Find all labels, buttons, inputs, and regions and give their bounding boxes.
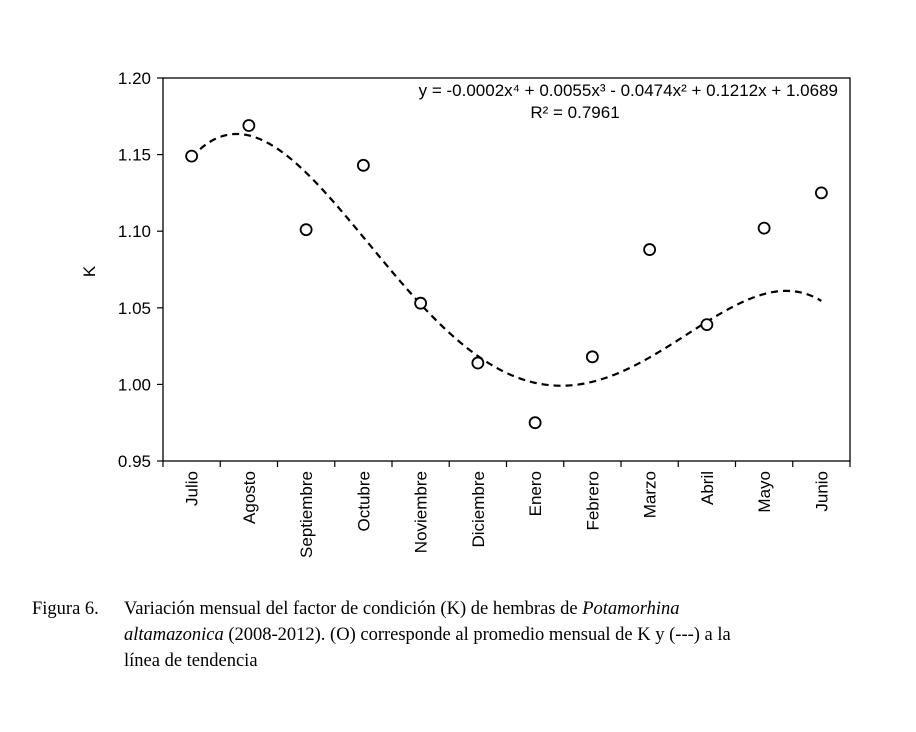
- data-point: [414, 296, 428, 310]
- caption-text-2: (2008-2012). (O) corresponde al promedio…: [223, 625, 731, 645]
- x-tick-label: Agosto: [240, 471, 259, 524]
- data-point: [471, 356, 485, 370]
- data-point: [585, 350, 599, 364]
- data-point: [299, 223, 313, 237]
- data-point: [528, 416, 542, 430]
- caption-text-1: Variación mensual del factor de condició…: [124, 599, 583, 619]
- x-tick-label: Octubre: [354, 471, 373, 531]
- x-tick-label: Febrero: [583, 471, 602, 531]
- x-tick-label: Noviembre: [412, 471, 431, 553]
- data-point: [643, 243, 657, 256]
- x-tick-label: Abril: [698, 471, 717, 505]
- x-tick-label: Julio: [183, 471, 202, 506]
- data-points: [185, 119, 828, 430]
- x-tick-label: Junio: [812, 471, 831, 512]
- y-axis-label: K: [80, 265, 99, 277]
- caption-species-epithet: altamazonica: [124, 625, 224, 645]
- trendline: [190, 132, 822, 387]
- chart: 0.95 1.00 1.05 1.10 1.15 1.20 Julio Agosto Sept…: [80, 69, 851, 558]
- figure-caption: Figura 6. Variación mensual del factor de…: [32, 596, 890, 674]
- caption-text-3: línea de tendencia: [124, 651, 258, 671]
- data-point: [242, 119, 256, 132]
- y-tick-label: 0.95: [118, 452, 151, 471]
- caption-label: Figura 6.: [32, 599, 99, 619]
- data-point: [185, 149, 199, 163]
- data-point: [814, 186, 828, 200]
- data-point: [356, 158, 370, 172]
- y-tick-label: 1.15: [118, 146, 151, 165]
- x-ticks: Julio Agosto Septiembre Octubre Noviembre Dic…: [162, 461, 851, 558]
- data-point: [700, 318, 714, 332]
- trendline-group: [190, 132, 822, 387]
- axes: [162, 77, 851, 462]
- x-tick-label: Mayo: [755, 471, 774, 513]
- trendline-equation: y = -0.0002x⁴ + 0.0055x³ - 0.0474x² + 0.…: [419, 81, 838, 100]
- caption-species-genus: Potamorhina: [582, 599, 680, 619]
- y-ticks: 0.95 1.00 1.05 1.10 1.15 1.20: [118, 69, 163, 471]
- data-point: [757, 221, 771, 235]
- x-tick-label: Marzo: [641, 471, 660, 518]
- x-tick-label: Septiembre: [297, 471, 316, 558]
- plot-frame: [162, 77, 851, 462]
- x-tick-label: Diciembre: [469, 471, 488, 548]
- y-tick-label: 1.10: [118, 222, 151, 241]
- x-tick-label: Enero: [526, 471, 545, 516]
- trendline-r2: R² = 0.7961: [530, 103, 619, 122]
- y-tick-label: 1.05: [118, 299, 151, 318]
- y-tick-label: 1.00: [118, 375, 151, 394]
- y-tick-label: 1.20: [118, 69, 151, 88]
